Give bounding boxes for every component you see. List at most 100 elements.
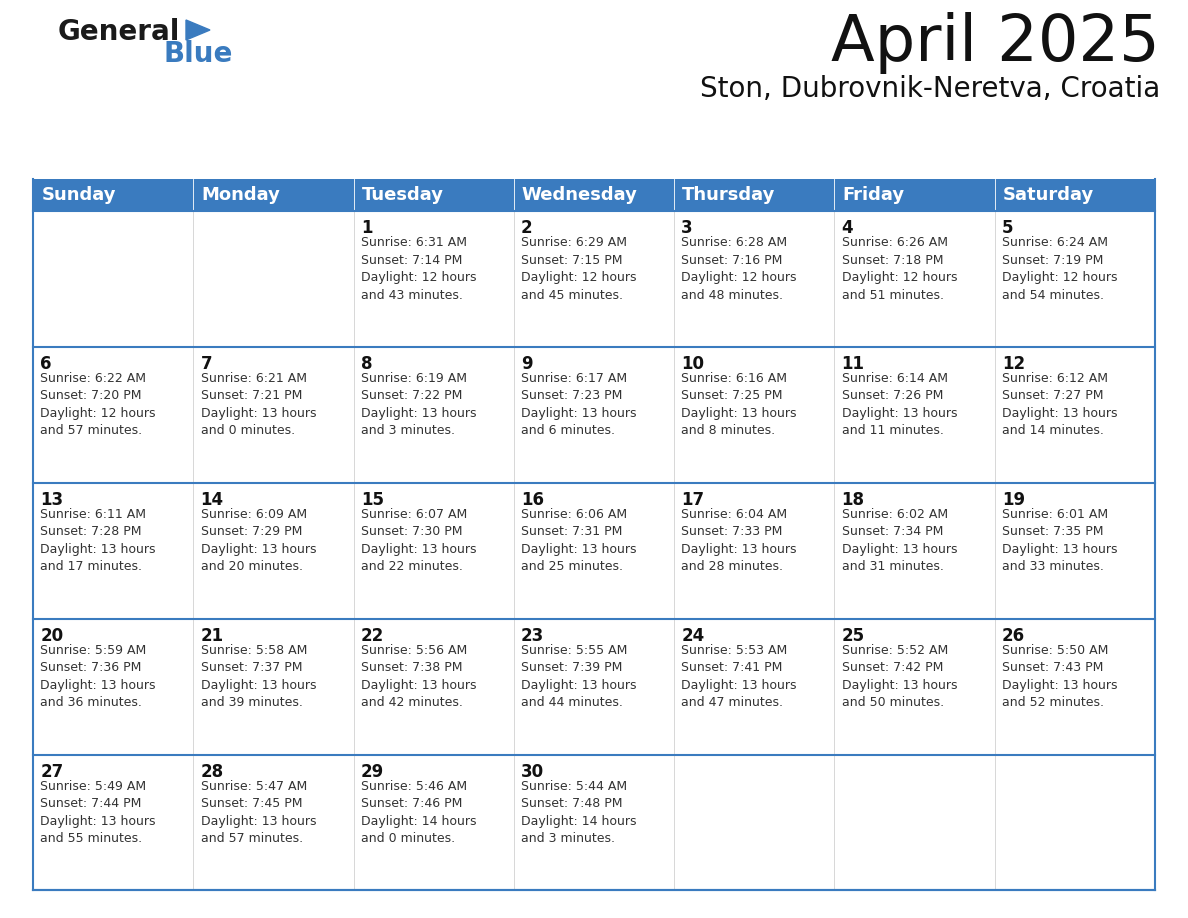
- Text: 16: 16: [522, 491, 544, 509]
- Text: 23: 23: [522, 627, 544, 644]
- Bar: [354, 347, 514, 483]
- Bar: [834, 619, 994, 755]
- Text: 3: 3: [681, 219, 693, 237]
- Bar: [33, 755, 194, 890]
- Bar: [194, 179, 354, 211]
- Bar: [514, 179, 674, 211]
- Text: 2: 2: [522, 219, 532, 237]
- Text: 14: 14: [201, 491, 223, 509]
- Bar: [514, 755, 674, 890]
- Text: Sunrise: 6:17 AM
Sunset: 7:23 PM
Daylight: 13 hours
and 6 minutes.: Sunrise: 6:17 AM Sunset: 7:23 PM Dayligh…: [522, 372, 637, 437]
- Bar: [674, 211, 834, 347]
- Text: Ston, Dubrovnik-Neretva, Croatia: Ston, Dubrovnik-Neretva, Croatia: [700, 75, 1159, 103]
- Text: 1: 1: [361, 219, 372, 237]
- Text: 10: 10: [681, 355, 704, 373]
- Bar: [33, 179, 194, 211]
- Text: Sunrise: 6:24 AM
Sunset: 7:19 PM
Daylight: 12 hours
and 54 minutes.: Sunrise: 6:24 AM Sunset: 7:19 PM Dayligh…: [1001, 236, 1117, 301]
- Bar: [194, 211, 354, 347]
- Text: 4: 4: [841, 219, 853, 237]
- Bar: [33, 211, 194, 347]
- Text: Sunrise: 5:46 AM
Sunset: 7:46 PM
Daylight: 14 hours
and 0 minutes.: Sunrise: 5:46 AM Sunset: 7:46 PM Dayligh…: [361, 779, 476, 845]
- Bar: [354, 619, 514, 755]
- Text: Sunrise: 6:28 AM
Sunset: 7:16 PM
Daylight: 12 hours
and 48 minutes.: Sunrise: 6:28 AM Sunset: 7:16 PM Dayligh…: [681, 236, 797, 301]
- Text: Sunrise: 6:14 AM
Sunset: 7:26 PM
Daylight: 13 hours
and 11 minutes.: Sunrise: 6:14 AM Sunset: 7:26 PM Dayligh…: [841, 372, 958, 437]
- Text: 7: 7: [201, 355, 213, 373]
- Text: 20: 20: [40, 627, 64, 644]
- Bar: [834, 483, 994, 619]
- Text: 27: 27: [40, 763, 64, 780]
- Text: Tuesday: Tuesday: [361, 186, 443, 204]
- Bar: [33, 483, 194, 619]
- Text: Sunrise: 6:31 AM
Sunset: 7:14 PM
Daylight: 12 hours
and 43 minutes.: Sunrise: 6:31 AM Sunset: 7:14 PM Dayligh…: [361, 236, 476, 301]
- Text: Sunrise: 5:56 AM
Sunset: 7:38 PM
Daylight: 13 hours
and 42 minutes.: Sunrise: 5:56 AM Sunset: 7:38 PM Dayligh…: [361, 644, 476, 710]
- Bar: [834, 755, 994, 890]
- Text: Sunrise: 6:16 AM
Sunset: 7:25 PM
Daylight: 13 hours
and 8 minutes.: Sunrise: 6:16 AM Sunset: 7:25 PM Dayligh…: [681, 372, 797, 437]
- Text: 29: 29: [361, 763, 384, 780]
- Bar: [354, 755, 514, 890]
- Text: Saturday: Saturday: [1003, 186, 1094, 204]
- Text: Sunrise: 5:50 AM
Sunset: 7:43 PM
Daylight: 13 hours
and 52 minutes.: Sunrise: 5:50 AM Sunset: 7:43 PM Dayligh…: [1001, 644, 1117, 710]
- Text: Sunrise: 6:09 AM
Sunset: 7:29 PM
Daylight: 13 hours
and 20 minutes.: Sunrise: 6:09 AM Sunset: 7:29 PM Dayligh…: [201, 508, 316, 573]
- Bar: [514, 347, 674, 483]
- Bar: [33, 347, 194, 483]
- Text: 12: 12: [1001, 355, 1025, 373]
- Text: Sunrise: 6:04 AM
Sunset: 7:33 PM
Daylight: 13 hours
and 28 minutes.: Sunrise: 6:04 AM Sunset: 7:33 PM Dayligh…: [681, 508, 797, 573]
- Bar: [194, 619, 354, 755]
- Text: 8: 8: [361, 355, 372, 373]
- Text: Sunrise: 5:58 AM
Sunset: 7:37 PM
Daylight: 13 hours
and 39 minutes.: Sunrise: 5:58 AM Sunset: 7:37 PM Dayligh…: [201, 644, 316, 710]
- Text: 26: 26: [1001, 627, 1025, 644]
- Text: Sunrise: 6:26 AM
Sunset: 7:18 PM
Daylight: 12 hours
and 51 minutes.: Sunrise: 6:26 AM Sunset: 7:18 PM Dayligh…: [841, 236, 958, 301]
- Text: Wednesday: Wednesday: [522, 186, 638, 204]
- Text: 21: 21: [201, 627, 223, 644]
- Text: Sunrise: 5:47 AM
Sunset: 7:45 PM
Daylight: 13 hours
and 57 minutes.: Sunrise: 5:47 AM Sunset: 7:45 PM Dayligh…: [201, 779, 316, 845]
- Text: Sunrise: 6:12 AM
Sunset: 7:27 PM
Daylight: 13 hours
and 14 minutes.: Sunrise: 6:12 AM Sunset: 7:27 PM Dayligh…: [1001, 372, 1117, 437]
- Bar: [674, 483, 834, 619]
- Bar: [834, 347, 994, 483]
- Text: Sunrise: 6:07 AM
Sunset: 7:30 PM
Daylight: 13 hours
and 22 minutes.: Sunrise: 6:07 AM Sunset: 7:30 PM Dayligh…: [361, 508, 476, 573]
- Text: 25: 25: [841, 627, 865, 644]
- Bar: [994, 619, 1155, 755]
- Text: Sunrise: 5:53 AM
Sunset: 7:41 PM
Daylight: 13 hours
and 47 minutes.: Sunrise: 5:53 AM Sunset: 7:41 PM Dayligh…: [681, 644, 797, 710]
- Text: 30: 30: [522, 763, 544, 780]
- Text: 11: 11: [841, 355, 865, 373]
- Text: Sunrise: 6:06 AM
Sunset: 7:31 PM
Daylight: 13 hours
and 25 minutes.: Sunrise: 6:06 AM Sunset: 7:31 PM Dayligh…: [522, 508, 637, 573]
- Text: 15: 15: [361, 491, 384, 509]
- Text: 28: 28: [201, 763, 223, 780]
- Text: 9: 9: [522, 355, 532, 373]
- Bar: [354, 483, 514, 619]
- Text: Sunrise: 6:02 AM
Sunset: 7:34 PM
Daylight: 13 hours
and 31 minutes.: Sunrise: 6:02 AM Sunset: 7:34 PM Dayligh…: [841, 508, 958, 573]
- Bar: [354, 211, 514, 347]
- Bar: [994, 755, 1155, 890]
- Polygon shape: [187, 20, 210, 40]
- Text: Sunrise: 5:59 AM
Sunset: 7:36 PM
Daylight: 13 hours
and 36 minutes.: Sunrise: 5:59 AM Sunset: 7:36 PM Dayligh…: [40, 644, 156, 710]
- Text: Sunrise: 5:49 AM
Sunset: 7:44 PM
Daylight: 13 hours
and 55 minutes.: Sunrise: 5:49 AM Sunset: 7:44 PM Dayligh…: [40, 779, 156, 845]
- Bar: [994, 483, 1155, 619]
- Text: Monday: Monday: [202, 186, 280, 204]
- Bar: [194, 755, 354, 890]
- Bar: [354, 179, 514, 211]
- Text: 13: 13: [40, 491, 64, 509]
- Text: Sunrise: 6:01 AM
Sunset: 7:35 PM
Daylight: 13 hours
and 33 minutes.: Sunrise: 6:01 AM Sunset: 7:35 PM Dayligh…: [1001, 508, 1117, 573]
- Bar: [674, 755, 834, 890]
- Bar: [514, 483, 674, 619]
- Text: Blue: Blue: [163, 40, 233, 68]
- Text: 18: 18: [841, 491, 865, 509]
- Bar: [514, 211, 674, 347]
- Text: Sunrise: 6:19 AM
Sunset: 7:22 PM
Daylight: 13 hours
and 3 minutes.: Sunrise: 6:19 AM Sunset: 7:22 PM Dayligh…: [361, 372, 476, 437]
- Bar: [834, 211, 994, 347]
- Text: 6: 6: [40, 355, 52, 373]
- Text: Sunrise: 6:22 AM
Sunset: 7:20 PM
Daylight: 12 hours
and 57 minutes.: Sunrise: 6:22 AM Sunset: 7:20 PM Dayligh…: [40, 372, 156, 437]
- Text: 17: 17: [681, 491, 704, 509]
- Text: Sunrise: 6:29 AM
Sunset: 7:15 PM
Daylight: 12 hours
and 45 minutes.: Sunrise: 6:29 AM Sunset: 7:15 PM Dayligh…: [522, 236, 637, 301]
- Text: 22: 22: [361, 627, 384, 644]
- Bar: [194, 347, 354, 483]
- Text: 24: 24: [681, 627, 704, 644]
- Bar: [674, 179, 834, 211]
- Bar: [33, 619, 194, 755]
- Text: Friday: Friday: [842, 186, 904, 204]
- Bar: [834, 179, 994, 211]
- Text: Sunrise: 6:11 AM
Sunset: 7:28 PM
Daylight: 13 hours
and 17 minutes.: Sunrise: 6:11 AM Sunset: 7:28 PM Dayligh…: [40, 508, 156, 573]
- Bar: [994, 347, 1155, 483]
- Bar: [674, 347, 834, 483]
- Bar: [674, 619, 834, 755]
